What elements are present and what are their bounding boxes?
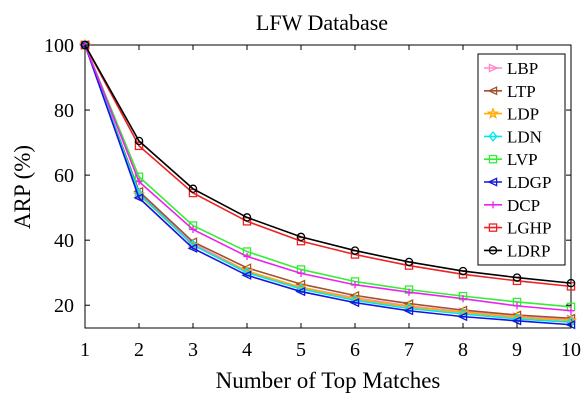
data-point [349, 298, 360, 308]
data-point [351, 281, 359, 289]
data-point [512, 273, 522, 282]
y-tick-label: 60 [54, 165, 74, 187]
data-point [134, 136, 144, 146]
legend-marker [488, 154, 498, 164]
legend-marker [488, 63, 499, 73]
data-point [243, 252, 251, 261]
data-point [187, 243, 198, 253]
legend-marker [488, 130, 498, 142]
legend-item-dcp: DCP [484, 196, 540, 215]
x-tick-label: 8 [458, 339, 468, 361]
legend-label: LDRP [507, 241, 550, 260]
x-tick-label: 1 [80, 339, 90, 361]
x-tick-label: 2 [134, 339, 144, 361]
legend-item-ltp: LTP [484, 82, 536, 101]
series-line [84, 44, 572, 308]
legend-label: LGHP [507, 219, 551, 238]
data-point [459, 295, 467, 303]
legend-marker [489, 201, 497, 209]
data-point [457, 311, 468, 322]
data-point [566, 278, 576, 288]
data-point [133, 193, 144, 203]
series-line [84, 44, 572, 284]
series-line [84, 44, 572, 312]
legend-marker [487, 177, 498, 187]
legend-item-ldn: LDN [484, 127, 542, 146]
series-line [84, 44, 572, 320]
y-tick-label: 80 [54, 100, 74, 122]
data-point [242, 213, 252, 222]
plot-area [84, 44, 572, 329]
series-ldrp [80, 40, 576, 288]
data-point [188, 239, 198, 251]
data-point [297, 269, 305, 277]
tick-layer: 1 2 3 4 5 6 7 8 9 10 20 40 60 80 100 [44, 35, 581, 361]
legend-label: LVP [507, 150, 538, 169]
x-axis-label: Number of Top Matches [216, 368, 441, 393]
x-tick-label: 9 [512, 339, 522, 361]
legend-item-ldp: LDP [484, 105, 539, 124]
legend-marker [488, 246, 498, 255]
y-tick-label: 40 [54, 230, 74, 252]
legend: LBP LTP LDP LDN LVP LDGP DCP LGHP LDRP [477, 53, 566, 266]
x-tick-label: 7 [404, 339, 414, 361]
legend-label: LBP [507, 59, 538, 78]
data-point [403, 306, 414, 316]
data-point [189, 225, 197, 234]
data-point [511, 316, 522, 326]
x-tick-label: 4 [242, 339, 252, 361]
data-point [295, 286, 306, 297]
legend-item-ldgp: LDGP [484, 173, 551, 192]
x-tick-label: 10 [561, 339, 581, 361]
legend-item-lbp: LBP [484, 59, 538, 78]
legend-marker [488, 223, 498, 232]
data-point [513, 302, 521, 310]
legend-label: LDGP [507, 173, 551, 192]
data-point [188, 184, 198, 194]
y-tick-label: 100 [44, 35, 74, 57]
chart-title: LFW Database [256, 10, 388, 35]
data-point [135, 178, 143, 186]
legend-label: DCP [507, 196, 540, 215]
legend-item-lghp: LGHP [484, 219, 551, 238]
series-line [84, 44, 572, 323]
legend-label: LTP [507, 82, 536, 101]
data-point [241, 270, 252, 280]
y-tick-label: 20 [54, 295, 74, 317]
legend-label: LDP [507, 105, 539, 124]
data-point [134, 141, 144, 151]
legend-label: LDN [507, 127, 542, 146]
legend-item-ldrp: LDRP [484, 241, 550, 260]
x-tick-label: 3 [188, 339, 198, 361]
legend-marker [486, 107, 500, 119]
data-point [458, 266, 468, 276]
series-line [84, 44, 572, 288]
data-point [404, 257, 414, 267]
legend-item-lvp: LVP [484, 150, 538, 169]
y-axis-label: ARP (%) [10, 145, 35, 229]
data-point [567, 307, 575, 315]
data-point [350, 246, 360, 255]
x-tick-label: 6 [350, 339, 360, 361]
data-point [296, 232, 306, 242]
legend-marker [487, 86, 498, 96]
x-tick-label: 5 [296, 339, 306, 361]
series-line [84, 44, 572, 326]
series-layer [78, 38, 578, 330]
data-point [405, 288, 413, 296]
